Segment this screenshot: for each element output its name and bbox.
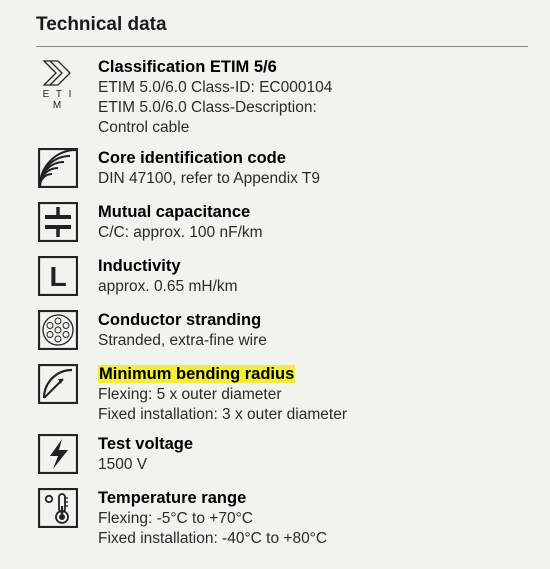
spec-line: Control cable bbox=[98, 118, 528, 138]
spec-entry: Temperature rangeFlexing: -5°C to +70°CF… bbox=[36, 488, 528, 549]
spec-body: Mutual capacitanceC/C: approx. 100 nF/km bbox=[98, 202, 528, 243]
spec-line: ETIM 5.0/6.0 Class-Description: bbox=[98, 98, 528, 118]
spec-body: Temperature rangeFlexing: -5°C to +70°CF… bbox=[98, 488, 528, 549]
spec-line: Fixed installation: -40°C to +80°C bbox=[98, 529, 528, 549]
stranding-icon bbox=[36, 310, 80, 354]
spec-title: Test voltage bbox=[98, 434, 528, 455]
spec-entry: Conductor strandingStranded, extra-fine … bbox=[36, 310, 528, 354]
spec-title: Temperature range bbox=[98, 488, 528, 509]
spec-entry: E T I MClassification ETIM 5/6ETIM 5.0/6… bbox=[36, 57, 528, 138]
spec-line: ETIM 5.0/6.0 Class-ID: EC000104 bbox=[98, 78, 528, 98]
inductance-icon bbox=[36, 256, 80, 300]
temperature-icon bbox=[36, 488, 80, 532]
spec-entry: Core identification codeDIN 47100, refer… bbox=[36, 148, 528, 192]
core-id-icon bbox=[36, 148, 80, 192]
technical-data-sheet: Technical data E T I M Classification ETI… bbox=[0, 0, 550, 569]
spec-body: Conductor strandingStranded, extra-fine … bbox=[98, 310, 528, 351]
bend-radius-icon bbox=[36, 364, 80, 408]
entries-list: E T I MClassification ETIM 5/6ETIM 5.0/6… bbox=[36, 57, 528, 549]
spec-line: approx. 0.65 mH/km bbox=[98, 277, 528, 297]
spec-title: Conductor stranding bbox=[98, 310, 528, 331]
spec-line: 1500 V bbox=[98, 455, 528, 475]
spec-body: Test voltage1500 V bbox=[98, 434, 528, 475]
spec-body: Minimum bending radiusFlexing: 5 x outer… bbox=[98, 364, 528, 425]
spec-title: Inductivity bbox=[98, 256, 528, 277]
spec-body: Classification ETIM 5/6ETIM 5.0/6.0 Clas… bbox=[98, 57, 528, 138]
spec-line: C/C: approx. 100 nF/km bbox=[98, 223, 528, 243]
spec-body: Core identification codeDIN 47100, refer… bbox=[98, 148, 528, 189]
spec-entry: Inductivityapprox. 0.65 mH/km bbox=[36, 256, 528, 300]
spec-line: Flexing: -5°C to +70°C bbox=[98, 509, 528, 529]
spec-title: Minimum bending radius bbox=[98, 364, 528, 385]
etim-label: E T I M bbox=[36, 89, 80, 111]
spec-line: Fixed installation: 3 x outer diameter bbox=[98, 405, 528, 425]
spec-line: DIN 47100, refer to Appendix T9 bbox=[98, 169, 528, 189]
spec-title: Classification ETIM 5/6 bbox=[98, 57, 528, 78]
divider bbox=[36, 46, 528, 47]
spec-entry: Minimum bending radiusFlexing: 5 x outer… bbox=[36, 364, 528, 425]
spec-title: Core identification code bbox=[98, 148, 528, 169]
spec-line: Flexing: 5 x outer diameter bbox=[98, 385, 528, 405]
section-header: Technical data bbox=[36, 14, 528, 46]
spec-body: Inductivityapprox. 0.65 mH/km bbox=[98, 256, 528, 297]
spec-entry: Mutual capacitanceC/C: approx. 100 nF/km bbox=[36, 202, 528, 246]
spec-entry: Test voltage1500 V bbox=[36, 434, 528, 478]
etim-icon: E T I M bbox=[36, 57, 80, 111]
test-voltage-icon bbox=[36, 434, 80, 478]
spec-title: Mutual capacitance bbox=[98, 202, 528, 223]
capacitance-icon bbox=[36, 202, 80, 246]
spec-line: Stranded, extra-fine wire bbox=[98, 331, 528, 351]
